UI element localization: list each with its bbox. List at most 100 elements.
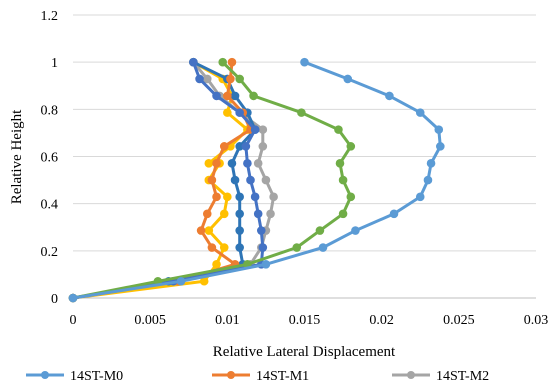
data-point (315, 226, 325, 235)
data-point (346, 142, 356, 151)
data-point (230, 91, 240, 101)
data-point (253, 209, 263, 219)
legend-swatch-marker (41, 371, 49, 379)
data-point (219, 243, 229, 252)
x-tick-label: 0 (70, 313, 77, 328)
data-point (223, 192, 232, 202)
data-point (223, 108, 232, 117)
data-point (335, 159, 345, 168)
data-point (436, 142, 445, 151)
data-point (212, 159, 221, 168)
x-axis-title: Relative Lateral Displacement (213, 344, 396, 360)
legend-label: 14ST-M1 (256, 369, 309, 384)
data-point (423, 175, 433, 185)
data-point (261, 259, 271, 269)
legend-item: 14ST-M2 (392, 369, 489, 384)
data-point (246, 175, 255, 185)
data-point (258, 125, 268, 134)
data-point (219, 142, 229, 151)
data-point (204, 159, 214, 168)
tick-labels: 0 0.005 0.01 0.015 0.02 0.025 0.03 0 0.2 0.4 0.6 0.… (41, 9, 549, 328)
data-point (235, 209, 244, 219)
y-tick-label: 0.6 (41, 151, 59, 166)
series-7 (68, 57, 445, 303)
data-point (334, 125, 343, 134)
legend-item: 14ST-M0 (26, 369, 123, 384)
data-point (204, 226, 214, 235)
y-tick-label: 1 (51, 56, 58, 71)
x-tick-label: 0.025 (443, 313, 475, 328)
data-point (212, 91, 221, 101)
gridlines (73, 14, 536, 252)
data-point (196, 226, 206, 235)
data-point (269, 192, 278, 202)
data-point (219, 209, 229, 219)
legend-item: 14ST-M1 (212, 369, 309, 384)
x-tick-label: 0.02 (369, 313, 394, 328)
x-tick-label: 0.03 (524, 313, 549, 328)
data-point (235, 243, 244, 252)
data-point (176, 276, 186, 286)
data-point (434, 125, 444, 134)
data-point (297, 108, 306, 117)
x-tick-label: 0.005 (134, 313, 166, 328)
data-point (235, 74, 244, 84)
y-tick-label: 0 (51, 292, 58, 307)
series-lines (68, 57, 445, 303)
data-point (338, 175, 348, 185)
data-point (300, 57, 309, 67)
data-point (266, 209, 275, 219)
data-point (212, 259, 221, 269)
data-point (212, 192, 221, 202)
data-point (346, 192, 356, 202)
data-point (318, 243, 328, 252)
data-point (207, 243, 217, 252)
legend-label: 14ST-M2 (436, 369, 489, 384)
legend: 14ST-M0 14ST-M1 14ST-M2 (26, 369, 489, 384)
data-point (227, 159, 237, 168)
data-point (202, 209, 212, 219)
data-point (235, 192, 244, 202)
data-point (235, 226, 244, 235)
data-point (223, 91, 232, 101)
legend-label: 14ST-M0 (70, 369, 123, 384)
data-point (195, 74, 204, 84)
data-point (343, 74, 353, 84)
data-point (256, 226, 266, 235)
x-tick-label: 0.015 (289, 313, 321, 328)
data-point (351, 226, 360, 235)
data-point (207, 175, 217, 185)
data-point (227, 57, 237, 67)
data-point (426, 159, 436, 168)
data-point (202, 74, 212, 84)
data-point (250, 125, 260, 134)
legend-swatch-marker (407, 371, 415, 379)
data-point (338, 209, 348, 219)
data-point (235, 108, 244, 117)
series-4 (68, 57, 255, 303)
data-point (415, 108, 425, 117)
data-point (189, 57, 198, 67)
data-point (292, 243, 302, 252)
data-point (250, 192, 260, 202)
data-point (230, 175, 240, 185)
data-point (68, 293, 78, 303)
data-point (241, 142, 251, 151)
y-tick-label: 0.4 (41, 198, 59, 213)
data-point (253, 159, 263, 168)
legend-swatch-marker (227, 371, 235, 379)
y-tick-label: 0.8 (41, 103, 59, 118)
data-point (415, 192, 425, 202)
data-point (261, 175, 271, 185)
data-point (258, 243, 268, 252)
x-tick-label: 0.01 (215, 313, 240, 328)
data-point (243, 159, 252, 168)
data-point (249, 91, 258, 101)
data-point (226, 74, 235, 84)
series-6 (68, 57, 356, 303)
y-tick-label: 0.2 (41, 245, 59, 260)
y-axis-title: Relative Height (9, 109, 25, 204)
data-point (385, 91, 394, 101)
data-point (218, 57, 228, 67)
